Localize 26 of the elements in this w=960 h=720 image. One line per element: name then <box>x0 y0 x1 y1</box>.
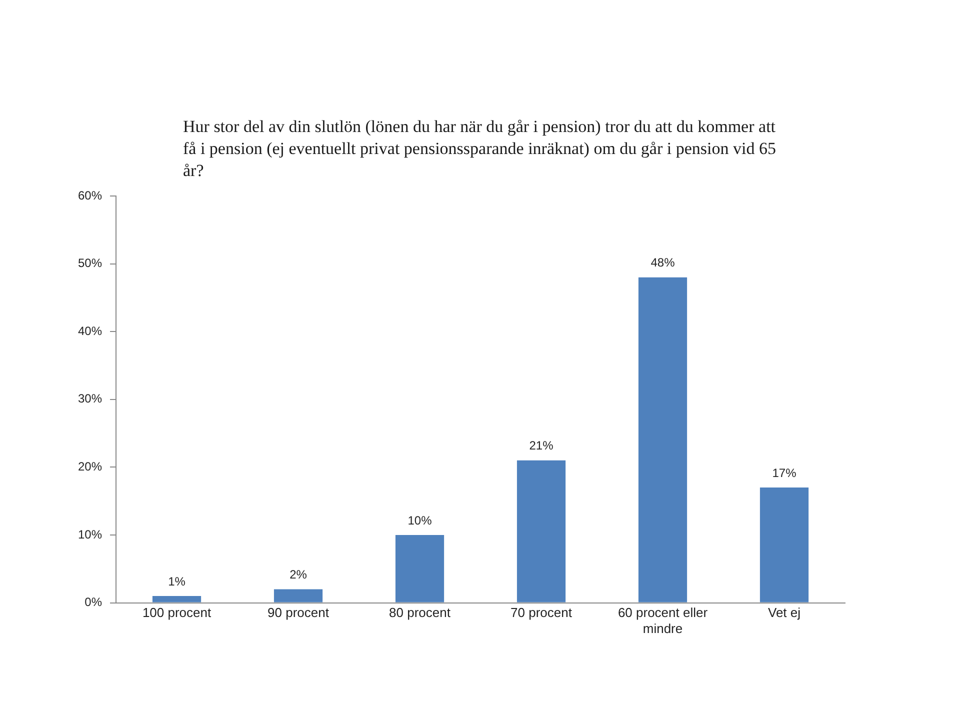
y-tick-label: 30% <box>78 392 102 406</box>
chart-title: Hur stor del av din slutlön (lönen du har när du går i pension) tror du att du kommer att få i pension (ej eventuellt privat pensionssparande inräknat) om du går i pension vid 65 år? <box>183 116 777 182</box>
bar <box>760 488 809 602</box>
data-label: 1% <box>168 574 186 588</box>
bar <box>516 460 566 602</box>
y-tick-label: 10% <box>78 527 102 542</box>
data-label: 2% <box>290 568 308 582</box>
bar <box>395 535 444 602</box>
y-tick-label: 60% <box>78 188 102 202</box>
x-tick-label: 90 procent <box>268 605 330 620</box>
x-tick-label: 80 procent <box>389 605 451 620</box>
x-tick-label: 70 procent <box>510 605 572 620</box>
bar <box>638 277 688 602</box>
x-tick-label: Vet ej <box>768 605 801 620</box>
bar <box>152 596 202 602</box>
data-label: 21% <box>529 438 554 453</box>
data-label: 10% <box>408 513 432 528</box>
x-tick-label: 100 procent <box>142 605 212 620</box>
data-label: 48% <box>650 256 676 270</box>
x-tick-label: 60 procent eller mindre <box>618 605 708 636</box>
y-tick-label: 20% <box>78 460 102 474</box>
y-tick-label: 40% <box>78 324 102 338</box>
data-label: 17% <box>772 466 797 480</box>
y-tick-label: 0% <box>84 595 102 610</box>
y-tick-label: 50% <box>78 256 102 270</box>
bar <box>274 589 323 602</box>
